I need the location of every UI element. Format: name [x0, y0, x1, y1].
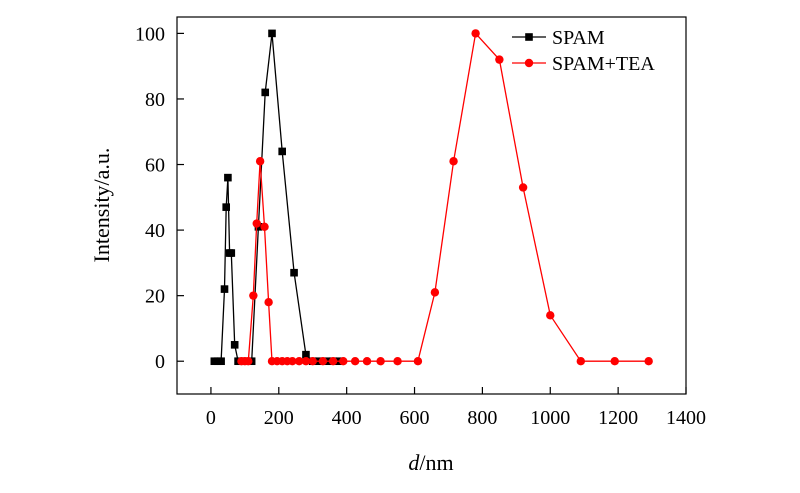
data-point	[288, 357, 297, 366]
data-point	[318, 357, 328, 366]
data-point	[518, 183, 528, 192]
legend: SPAM SPAM+TEA	[512, 27, 655, 75]
x-axis-title: d/nm	[408, 450, 453, 475]
x-tick-label: 1000	[530, 407, 570, 429]
data-point	[495, 55, 504, 64]
x-tick-label: 600	[400, 407, 430, 429]
data-point	[252, 219, 261, 228]
data-point	[328, 357, 338, 366]
axis-ticks: 0 200 400 600 800 1000 1200 1400 0 20 40 60 80 100	[135, 23, 706, 429]
data-point	[294, 357, 304, 366]
data-point	[260, 222, 269, 232]
legend-label: SPAM	[552, 27, 605, 49]
y-tick-label: 100	[135, 23, 165, 45]
y-tick-label: 20	[145, 286, 165, 308]
data-point	[430, 288, 440, 297]
data-point	[230, 341, 239, 349]
data-point	[610, 357, 619, 366]
data-point	[227, 249, 236, 257]
series-group	[210, 29, 653, 366]
x-tick-label: 0	[206, 407, 216, 429]
y-tick-label: 40	[145, 220, 165, 242]
x-axis-title-unit: /nm	[419, 450, 453, 475]
data-point	[264, 298, 273, 307]
data-point	[302, 350, 310, 359]
y-tick-label: 60	[145, 155, 165, 177]
x-tick-label: 1400	[666, 407, 706, 429]
data-point	[350, 357, 360, 366]
data-point	[546, 311, 555, 320]
x-tick-label: 1200	[598, 407, 638, 429]
legend-marker	[525, 33, 533, 41]
data-point	[362, 357, 372, 366]
data-point	[393, 357, 402, 366]
data-point	[290, 268, 298, 277]
series-spam-tea	[237, 29, 653, 366]
x-tick-label: 800	[467, 407, 497, 429]
data-point	[220, 285, 229, 293]
series-line-spam-tea	[241, 31, 649, 362]
x-axis-title-italic: d	[408, 450, 420, 475]
legend-marker	[524, 58, 534, 68]
data-point	[224, 173, 232, 182]
x-tick-label: 200	[264, 407, 294, 429]
data-point	[449, 157, 458, 166]
data-point	[255, 157, 265, 166]
series-spam	[210, 29, 344, 366]
y-tick-label: 0	[155, 351, 165, 373]
data-point	[278, 147, 286, 156]
data-point	[339, 357, 348, 366]
data-point	[471, 29, 480, 38]
data-point	[301, 357, 311, 366]
data-point	[222, 203, 231, 211]
data-point	[376, 357, 385, 366]
data-point	[268, 29, 276, 38]
y-tick-label: 80	[145, 89, 165, 111]
data-point	[244, 357, 253, 366]
data-point	[261, 88, 270, 97]
plot-frame	[176, 16, 687, 395]
data-point	[217, 357, 225, 366]
x-tick-label: 400	[332, 407, 362, 429]
series-line-spam	[214, 33, 340, 362]
data-point	[413, 357, 423, 366]
data-point	[576, 357, 586, 366]
data-point	[644, 357, 653, 366]
legend-label: SPAM+TEA	[552, 53, 655, 75]
y-axis-title: Intensity/a.u.	[89, 148, 114, 263]
data-point	[249, 291, 258, 300]
data-point	[308, 357, 317, 366]
